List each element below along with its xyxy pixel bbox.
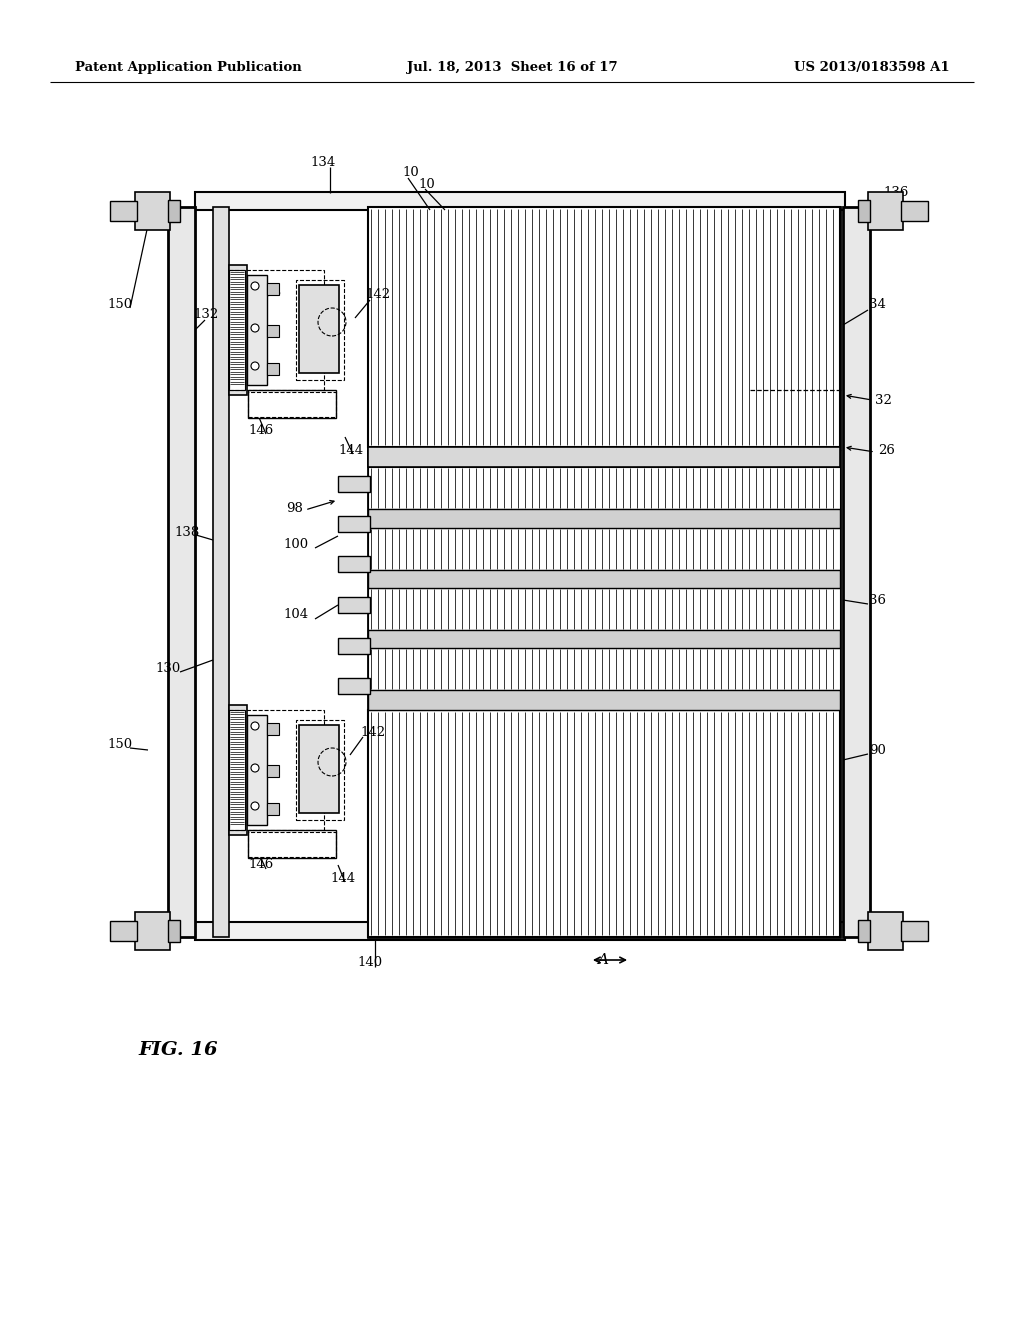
Text: 136: 136 xyxy=(883,186,908,198)
Bar xyxy=(267,363,279,375)
Bar xyxy=(168,920,180,942)
Bar xyxy=(901,201,928,220)
Bar xyxy=(338,516,370,532)
Text: 34: 34 xyxy=(869,298,886,312)
Text: 142: 142 xyxy=(365,289,390,301)
Bar xyxy=(338,556,370,572)
Bar xyxy=(338,477,370,492)
Bar xyxy=(368,510,840,528)
Bar xyxy=(248,832,336,857)
Bar xyxy=(338,597,370,612)
Bar xyxy=(247,715,267,825)
Bar xyxy=(296,719,344,820)
Text: A: A xyxy=(597,953,608,968)
Bar xyxy=(338,638,370,653)
Text: Jul. 18, 2013  Sheet 16 of 17: Jul. 18, 2013 Sheet 16 of 17 xyxy=(407,62,617,74)
Bar xyxy=(195,191,845,210)
Bar xyxy=(135,912,170,950)
Bar xyxy=(110,201,137,220)
Text: 144: 144 xyxy=(330,871,355,884)
Text: 146: 146 xyxy=(248,858,273,871)
Bar xyxy=(858,201,870,222)
Bar xyxy=(267,766,279,777)
Bar xyxy=(299,725,339,813)
Text: 100: 100 xyxy=(283,537,308,550)
Bar xyxy=(229,265,247,395)
Text: 138: 138 xyxy=(174,525,200,539)
Text: 26: 26 xyxy=(878,444,895,457)
Bar xyxy=(267,803,279,814)
Bar xyxy=(168,201,180,222)
Bar xyxy=(368,570,840,587)
Bar xyxy=(247,275,267,385)
Bar xyxy=(368,207,840,447)
Bar xyxy=(368,690,840,710)
Bar xyxy=(229,271,324,389)
Bar xyxy=(267,723,279,735)
Text: 10: 10 xyxy=(418,177,435,190)
Bar xyxy=(368,207,840,937)
Circle shape xyxy=(251,722,259,730)
Text: 32: 32 xyxy=(874,393,892,407)
Text: 148: 148 xyxy=(256,285,282,298)
Circle shape xyxy=(251,362,259,370)
Bar xyxy=(213,207,229,937)
Bar xyxy=(168,207,195,937)
Bar xyxy=(299,285,339,374)
Circle shape xyxy=(251,764,259,772)
Text: 36: 36 xyxy=(869,594,886,606)
Text: 132: 132 xyxy=(193,309,218,322)
Text: 134: 134 xyxy=(310,156,335,169)
Bar xyxy=(858,920,870,942)
Text: 148: 148 xyxy=(248,723,273,737)
Bar xyxy=(868,191,903,230)
Bar xyxy=(296,280,344,380)
Text: 10: 10 xyxy=(402,166,419,180)
Text: 150: 150 xyxy=(106,298,132,312)
Circle shape xyxy=(251,803,259,810)
Bar xyxy=(229,271,245,389)
Circle shape xyxy=(251,282,259,290)
Text: 146: 146 xyxy=(248,424,273,437)
Bar xyxy=(229,705,247,836)
Bar xyxy=(135,191,170,230)
Bar xyxy=(868,912,903,950)
Bar xyxy=(368,467,840,510)
Text: 90: 90 xyxy=(869,743,886,756)
Text: 144: 144 xyxy=(338,444,364,457)
Bar xyxy=(267,282,279,294)
Bar xyxy=(248,389,336,418)
Bar xyxy=(843,207,870,937)
Text: 130: 130 xyxy=(155,661,180,675)
Bar xyxy=(368,648,840,690)
Text: 140: 140 xyxy=(357,957,382,969)
Bar xyxy=(248,392,336,417)
Bar xyxy=(338,678,370,694)
Bar xyxy=(368,528,840,570)
Bar xyxy=(368,587,840,630)
Bar xyxy=(368,710,840,937)
Bar xyxy=(248,830,336,858)
Bar xyxy=(110,921,137,941)
Text: Patent Application Publication: Patent Application Publication xyxy=(75,62,302,74)
Bar xyxy=(229,710,245,830)
Bar xyxy=(229,710,324,830)
Bar xyxy=(368,630,840,648)
Text: FIG. 16: FIG. 16 xyxy=(138,1041,218,1059)
Text: 150: 150 xyxy=(106,738,132,751)
Text: 142: 142 xyxy=(360,726,385,739)
Bar xyxy=(267,325,279,337)
Text: 104: 104 xyxy=(283,609,308,622)
Text: US 2013/0183598 A1: US 2013/0183598 A1 xyxy=(795,62,950,74)
Bar xyxy=(195,921,845,940)
Text: 98: 98 xyxy=(286,502,303,515)
Circle shape xyxy=(251,323,259,333)
Bar xyxy=(368,447,840,467)
Bar xyxy=(901,921,928,941)
